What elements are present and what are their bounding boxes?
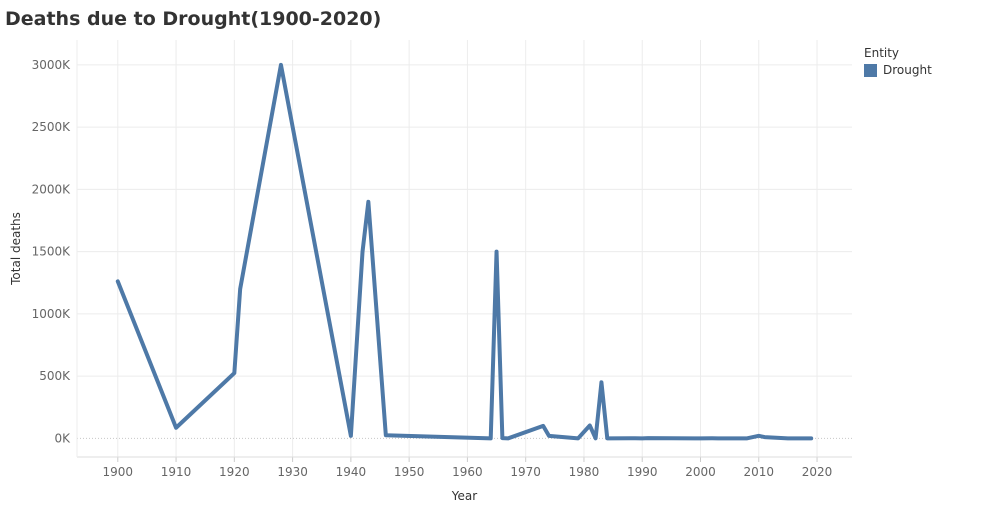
y-tick-label: 2500K — [32, 120, 72, 134]
x-tick-label: 2010 — [743, 465, 774, 479]
x-tick-label: 1990 — [627, 465, 658, 479]
x-tick-label: 2000 — [685, 465, 716, 479]
y-tick-label: 2000K — [32, 182, 72, 196]
legend-item-drought[interactable]: Drought — [864, 63, 932, 77]
chart-title: Deaths due to Drought(1900-2020) — [5, 8, 382, 30]
grid-lines — [77, 40, 852, 457]
x-tick-label: 1960 — [452, 465, 483, 479]
axes — [76, 40, 852, 462]
series-layer — [115, 62, 814, 441]
series-line-drought[interactable] — [115, 62, 814, 441]
x-tick-label: 2020 — [802, 465, 833, 479]
x-tick-label: 1970 — [510, 465, 541, 479]
x-tick-label: 1920 — [219, 465, 250, 479]
x-axis-title: Year — [451, 489, 477, 503]
y-axis-title: Total deaths — [9, 212, 23, 286]
x-tick-label: 1980 — [569, 465, 600, 479]
x-tick-label: 1910 — [161, 465, 192, 479]
y-tick-label: 0K — [54, 431, 71, 445]
y-tick-label: 1500K — [32, 245, 72, 259]
legend-label: Drought — [883, 63, 932, 77]
y-tick-label: 1000K — [32, 307, 72, 321]
tick-labels: 1900 1910 1920 1930 1940 1950 1960 1970 1980 1990… — [32, 58, 833, 479]
y-tick-label: 3000K — [32, 58, 72, 72]
x-tick-label: 1900 — [103, 465, 134, 479]
x-tick-label: 1940 — [336, 465, 367, 479]
legend-title: Entity — [864, 46, 900, 60]
x-tick-label: 1930 — [277, 465, 308, 479]
y-tick-label: 500K — [39, 369, 71, 383]
x-tick-label: 1950 — [394, 465, 425, 479]
legend: Entity Drought — [864, 46, 932, 77]
legend-swatch — [864, 63, 877, 77]
